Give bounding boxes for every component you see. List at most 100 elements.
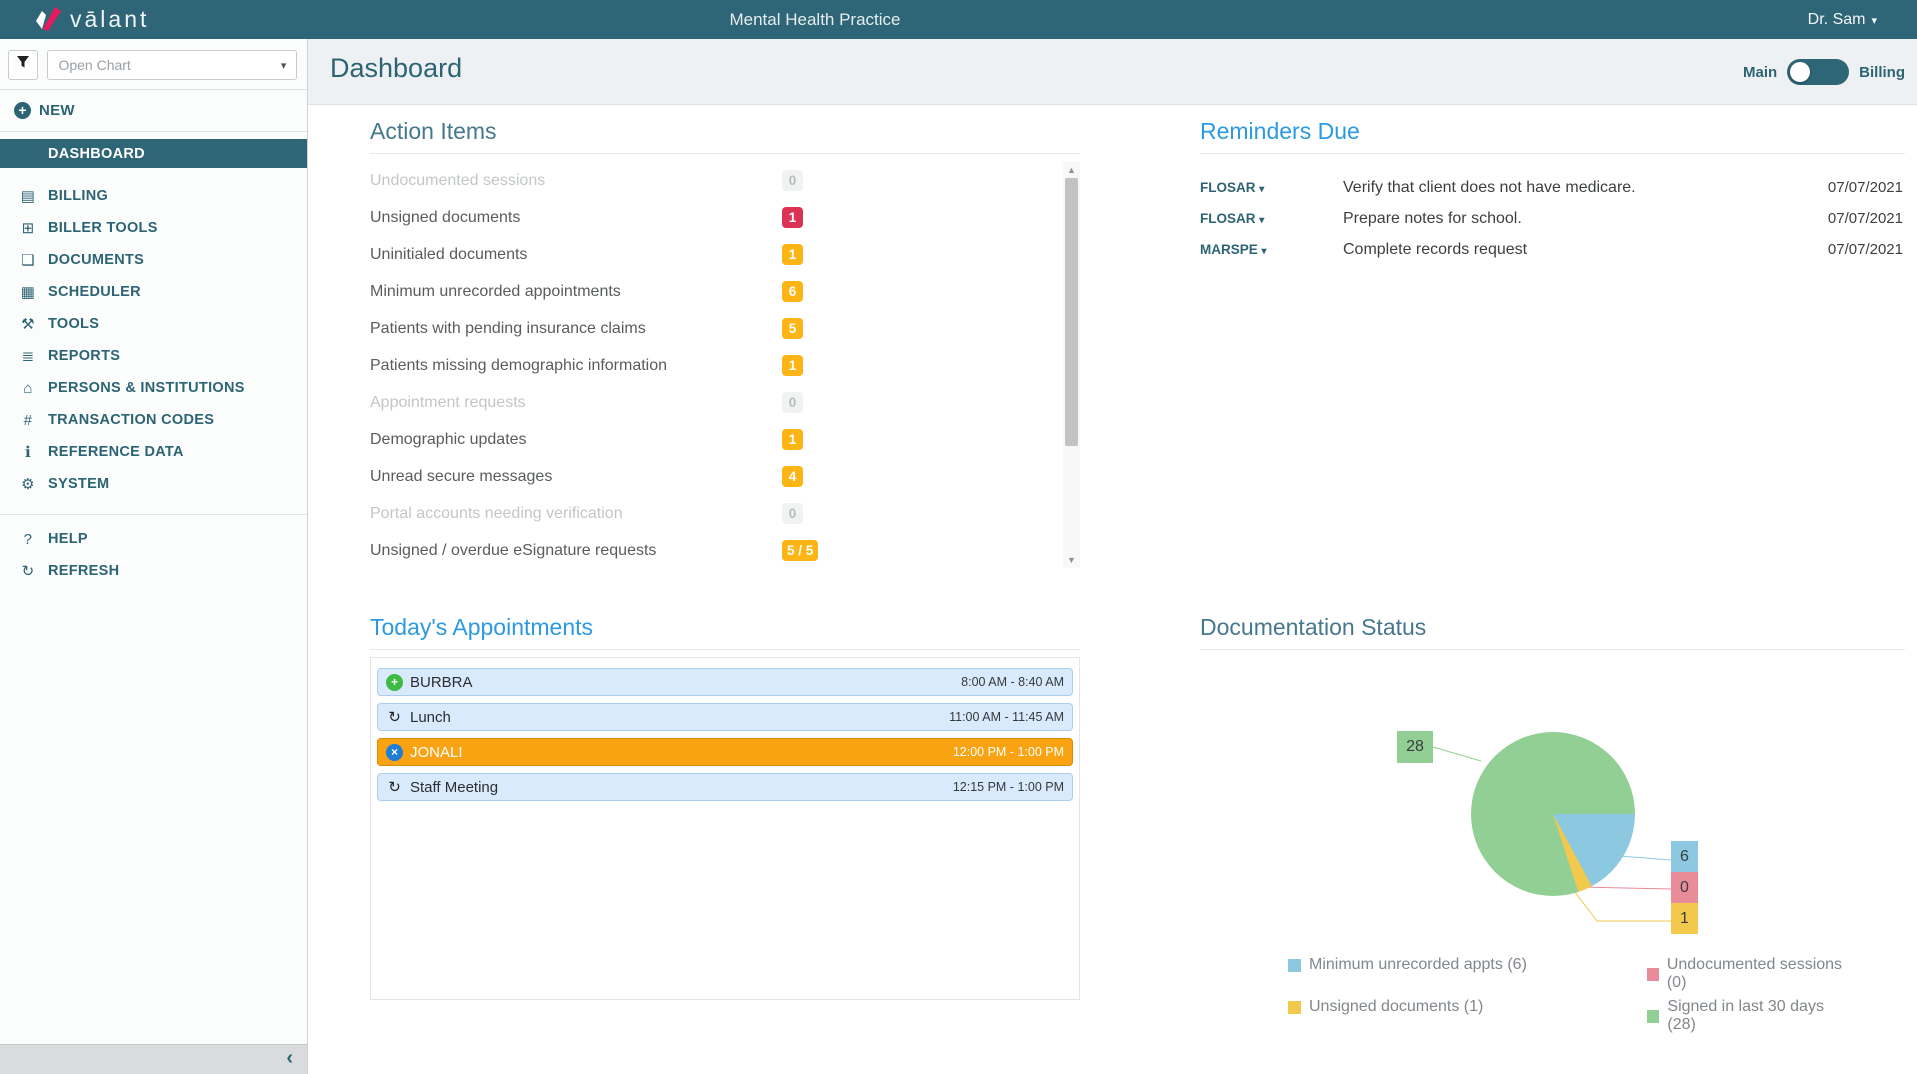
- sidebar-item-label: BILLING: [48, 188, 108, 204]
- valant-logo-text: vālant: [70, 6, 149, 33]
- action-item-label: Portal accounts needing verification: [370, 505, 623, 523]
- action-item-label: Undocumented sessions: [370, 172, 545, 190]
- sidebar-item-documents[interactable]: ❏ DOCUMENTS: [0, 244, 307, 276]
- appointment-time: 12:15 PM - 1:00 PM: [953, 780, 1064, 794]
- reminders-panel: Reminders Due FLOSAR ▾ Verify that clien…: [1200, 118, 1905, 265]
- legend-swatch: [1647, 968, 1659, 981]
- new-label: NEW: [39, 102, 75, 119]
- appointments-panel: Today's Appointments + BURBRA 8:00 AM - …: [370, 614, 1080, 1000]
- chevron-down-icon: ▾: [1259, 184, 1264, 195]
- action-item-row[interactable]: Minimum unrecorded appointments 6: [370, 273, 1080, 310]
- pie-chart-area: 28 6 0 1 Minimum unrecorded appts (6) Un…: [1200, 650, 1905, 1050]
- hash-icon: #: [16, 412, 40, 429]
- reminder-text: Verify that client does not have medicar…: [1343, 179, 1805, 197]
- appointment-name: BURBRA: [410, 674, 473, 691]
- sidebar-item-billing[interactable]: ▤ BILLING: [0, 180, 307, 212]
- sidebar-item-refresh[interactable]: ↻ REFRESH: [0, 555, 307, 587]
- open-chart-dropdown[interactable]: Open Chart ▾: [47, 50, 297, 80]
- sidebar-filter-row: Open Chart ▾: [0, 39, 307, 90]
- client-dropdown[interactable]: FLOSAR ▾: [1200, 180, 1343, 195]
- action-item-row[interactable]: Unread secure messages 4: [370, 458, 1080, 495]
- page-title: Dashboard: [330, 53, 462, 84]
- client-dropdown[interactable]: MARSPE ▾: [1200, 242, 1343, 257]
- mode-switch[interactable]: [1787, 59, 1849, 85]
- sidebar-item-dashboard[interactable]: DASHBOARD: [0, 139, 307, 168]
- sidebar-item-reports[interactable]: ≣ REPORTS: [0, 340, 307, 372]
- appointment-row[interactable]: ↻ Staff Meeting 12:15 PM - 1:00 PM: [377, 773, 1073, 801]
- action-item-row[interactable]: Demographic updates 1: [370, 421, 1080, 458]
- reminder-text: Complete records request: [1343, 241, 1805, 259]
- scroll-down-icon[interactable]: ▼: [1063, 555, 1080, 565]
- new-button[interactable]: + NEW: [0, 90, 307, 132]
- legend-swatch: [1288, 1001, 1301, 1014]
- legend-value: 6: [1513, 956, 1522, 973]
- reminders-list: FLOSAR ▾ Verify that client does not hav…: [1200, 172, 1905, 265]
- recurring-icon: ↻: [386, 779, 403, 796]
- appointment-row[interactable]: ↻ Lunch 11:00 AM - 11:45 AM: [377, 703, 1073, 731]
- scrollbar-thumb[interactable]: [1065, 178, 1078, 446]
- count-badge: 0: [782, 503, 803, 524]
- action-item-row[interactable]: Unsigned / overdue eSignature requests 5…: [370, 532, 1080, 569]
- pie-callout-unrecorded: 6: [1671, 841, 1698, 872]
- chevron-down-icon: ▾: [281, 59, 287, 72]
- documentation-status-heading: Documentation Status: [1200, 614, 1905, 650]
- user-menu[interactable]: Dr. Sam▾: [1808, 0, 1877, 39]
- action-item-row[interactable]: Patients with pending insurance claims 5: [370, 310, 1080, 347]
- sidebar-item-reference-data[interactable]: ℹ REFERENCE DATA: [0, 436, 307, 468]
- appointment-row[interactable]: + BURBRA 8:00 AM - 8:40 AM: [377, 668, 1073, 696]
- sidebar-item-transaction-codes[interactable]: # TRANSACTION CODES: [0, 404, 307, 436]
- sidebar-item-label: REFRESH: [48, 563, 119, 579]
- action-item-row[interactable]: Portal accounts needing verification 0: [370, 495, 1080, 532]
- client-dropdown[interactable]: FLOSAR ▾: [1200, 211, 1343, 226]
- sidebar-item-scheduler[interactable]: ▦ SCHEDULER: [0, 276, 307, 308]
- sidebar-item-tools[interactable]: ⚒ TOOLS: [0, 308, 307, 340]
- recurring-icon: ↻: [386, 709, 403, 726]
- reminder-text: Prepare notes for school.: [1343, 210, 1805, 228]
- action-item-row[interactable]: Appointment requests 0: [370, 384, 1080, 421]
- valant-logo: vālant: [34, 4, 149, 34]
- sidebar: Open Chart ▾ + NEW DASHBOARD ▤ BILLING ⊞…: [0, 39, 308, 1074]
- chevron-down-icon: ▾: [1262, 246, 1267, 257]
- action-items-panel: Action Items Undocumented sessions 0 Uns…: [370, 118, 1080, 568]
- scrollbar[interactable]: ▲ ▼: [1063, 162, 1080, 568]
- valant-logo-mark: [34, 4, 62, 34]
- action-item-label: Uninitialed documents: [370, 246, 527, 264]
- filter-button[interactable]: [8, 50, 38, 80]
- pie-chart[interactable]: [1471, 732, 1635, 896]
- appointments-list: + BURBRA 8:00 AM - 8:40 AM ↻ Lunch 11:00…: [370, 657, 1080, 1000]
- sidebar-item-label: TOOLS: [48, 316, 99, 332]
- legend-item: Undocumented sessions (0): [1647, 956, 1848, 992]
- switch-knob[interactable]: [1790, 62, 1810, 82]
- sidebar-item-biller-tools[interactable]: ⊞ BILLER TOOLS: [0, 212, 307, 244]
- action-items-list: Undocumented sessions 0 Unsigned documen…: [370, 162, 1080, 568]
- reminder-row: MARSPE ▾ Complete records request 07/07/…: [1200, 234, 1905, 265]
- toggle-label-main[interactable]: Main: [1743, 64, 1777, 81]
- reminder-date: 07/07/2021: [1805, 241, 1905, 258]
- user-name: Dr. Sam: [1808, 11, 1866, 28]
- legend-value: 28: [1673, 1016, 1691, 1033]
- top-bar: vālant Mental Health Practice Dr. Sam▾: [0, 0, 1917, 39]
- count-badge: 1: [782, 207, 803, 228]
- appointment-name: JONALI: [410, 744, 463, 761]
- action-item-row[interactable]: Undocumented sessions 0: [370, 162, 1080, 199]
- sidebar-item-label: PERSONS & INSTITUTIONS: [48, 380, 245, 396]
- x-circle-icon: ×: [386, 744, 403, 761]
- scroll-up-icon[interactable]: ▲: [1063, 165, 1080, 175]
- sidebar-item-label: REFERENCE DATA: [48, 444, 184, 460]
- action-item-row[interactable]: Patients missing demographic information…: [370, 347, 1080, 384]
- toolbox-icon: ⚒: [16, 315, 40, 333]
- action-item-label: Unsigned / overdue eSignature requests: [370, 542, 656, 560]
- main-content: Dashboard Main Billing Action Items Undo…: [308, 39, 1917, 1074]
- gear-icon: ⚙: [16, 475, 40, 493]
- appointment-row[interactable]: × JONALI 12:00 PM - 1:00 PM: [377, 738, 1073, 766]
- sidebar-item-persons-institutions[interactable]: ⌂ PERSONS & INSTITUTIONS: [0, 372, 307, 404]
- action-item-row[interactable]: Uninitialed documents 1: [370, 236, 1080, 273]
- sidebar-item-system[interactable]: ⚙ SYSTEM: [0, 468, 307, 500]
- action-item-row[interactable]: Unsigned documents 1: [370, 199, 1080, 236]
- collapse-sidebar-icon[interactable]: ‹: [286, 1047, 293, 1070]
- sidebar-item-help[interactable]: ? HELP: [0, 523, 307, 555]
- legend-item: Minimum unrecorded appts (6): [1288, 956, 1527, 974]
- legend-label: Undocumented sessions: [1667, 956, 1842, 973]
- refresh-icon: ↻: [16, 562, 40, 580]
- toggle-label-billing[interactable]: Billing: [1859, 64, 1905, 81]
